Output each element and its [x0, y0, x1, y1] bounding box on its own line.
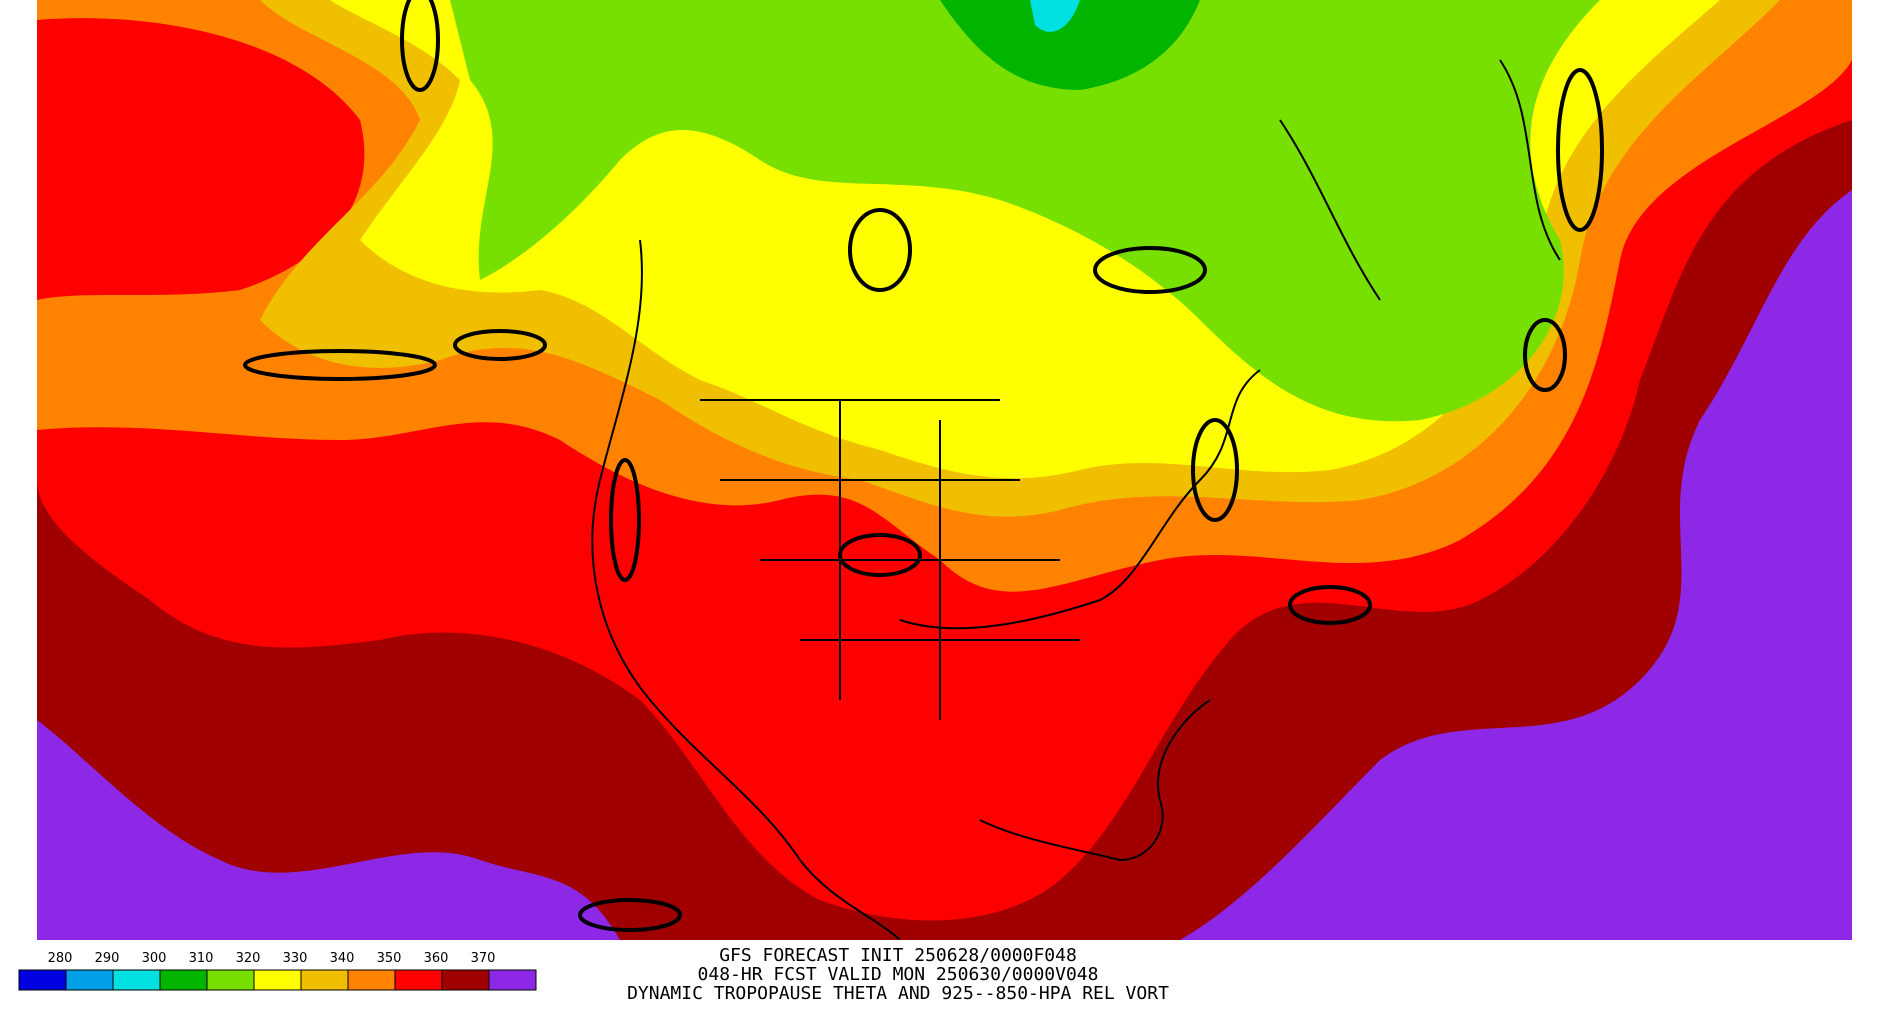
- map: [37, 0, 1852, 940]
- caption-line: GFS FORECAST INIT 250628/0000F048: [719, 945, 1077, 966]
- colorbar-box: [488, 969, 537, 991]
- colorbar-tick-label: 290: [95, 951, 120, 966]
- colorbar-box: [18, 969, 67, 991]
- coastline: [979, 699, 1211, 862]
- vort-contour: [453, 329, 547, 361]
- colorbar: 280 290 300 310 320 330 340 350 360 370: [18, 951, 537, 991]
- field-green: [940, 0, 1200, 90]
- vort-contour: [838, 533, 922, 577]
- colorbar-box: [441, 969, 490, 991]
- colorbar-box: [347, 969, 396, 991]
- caption: GFS FORECAST INIT 250628/0000F048048-HR …: [627, 945, 1169, 1004]
- colorbar-tick-label: 320: [236, 951, 261, 966]
- colorbar-tick-label: 340: [330, 951, 355, 966]
- field-red-west: [37, 18, 365, 301]
- theta-field: [37, 0, 1852, 940]
- colorbar-box: [394, 969, 443, 991]
- coastline: [591, 239, 901, 940]
- colorbar-box: [253, 969, 302, 991]
- vort-contour: [1288, 585, 1372, 625]
- colorbar-box: [300, 969, 349, 991]
- caption-line: DYNAMIC TROPOPAUSE THETA AND 925--850-HP…: [627, 983, 1169, 1004]
- vort-contour: [609, 458, 641, 582]
- colorbar-tick-label: 350: [377, 951, 402, 966]
- vort-contour: [848, 208, 912, 292]
- colorbar-box: [65, 969, 114, 991]
- colorbar-tick-label: 370: [471, 951, 496, 966]
- vort-contour: [1093, 246, 1207, 294]
- coastline: [700, 399, 1080, 720]
- vort-contour: [400, 0, 440, 92]
- coastline: [899, 369, 1261, 630]
- caption-line: 048-HR FCST VALID MON 250630/0000V048: [698, 964, 1099, 985]
- coastline: [1279, 59, 1561, 301]
- vort-contour: [1191, 418, 1239, 522]
- colorbar-box: [206, 969, 255, 991]
- vort-contour: [578, 898, 682, 932]
- field-cyan: [1030, 0, 1080, 32]
- colorbar-tick-label: 310: [189, 951, 214, 966]
- vort-contour: [1523, 318, 1567, 392]
- vort-contour: [1556, 68, 1604, 232]
- vort-contour: [243, 349, 437, 381]
- colorbar-tick-label: 330: [283, 951, 308, 966]
- coastlines: [591, 59, 1561, 940]
- field-lightgreen: [450, 0, 1600, 422]
- colorbar-tick-label: 360: [424, 951, 449, 966]
- colorbar-tick-label: 300: [142, 951, 167, 966]
- colorbar-box: [112, 969, 161, 991]
- vorticity-contours: [243, 0, 1604, 932]
- colorbar-box: [159, 969, 208, 991]
- colorbar-tick-label: 280: [48, 951, 73, 966]
